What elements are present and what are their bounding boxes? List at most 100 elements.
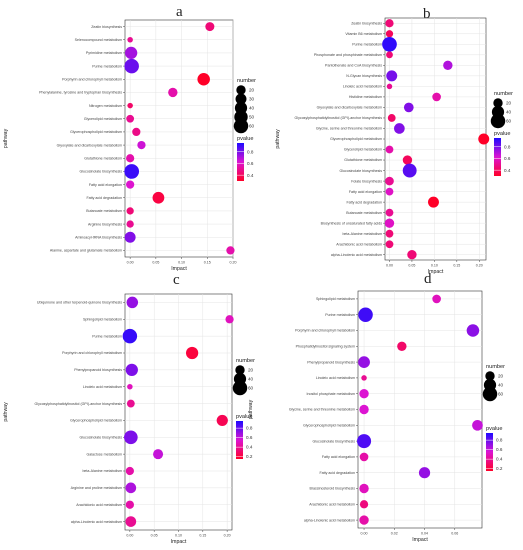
y-tick-label: Glycine, serine and threonine metabolism	[289, 408, 355, 412]
legend-size-label: 40	[498, 383, 504, 388]
y-tick-label: Aminoacyl-tRNA biosynthesis	[75, 235, 122, 239]
x-tick-label: 0.02	[391, 532, 398, 536]
data-point	[197, 72, 210, 86]
x-axis-title: Impact	[412, 537, 428, 543]
data-point	[384, 218, 395, 228]
y-axis-title: pathway	[3, 128, 9, 148]
data-point	[126, 399, 135, 408]
y-tick-label: Glycerolipid metabolism	[84, 117, 122, 121]
x-tick-label: 0.20	[230, 261, 237, 265]
legend-colorbar-label: 0.2	[496, 466, 503, 471]
legend-pvalue: pvalue 0.8 0.6 0.4 0.2	[236, 414, 253, 459]
y-tick-label: Alanine, aspartate and glutamate metabol…	[50, 249, 122, 253]
legend-colorbar-label: 0.2	[246, 454, 253, 459]
data-point	[122, 328, 138, 344]
data-point	[359, 483, 369, 494]
data-point	[385, 208, 394, 217]
data-point	[359, 500, 369, 509]
y-axis-title: pathway	[3, 402, 9, 422]
data-point	[137, 140, 146, 150]
data-point	[432, 294, 441, 304]
data-point	[205, 22, 215, 32]
x-tick-label: 0.10	[431, 264, 438, 268]
data-point	[432, 92, 441, 102]
legend-size-label: 20	[248, 368, 254, 373]
legend-size-label: 60	[506, 119, 512, 124]
data-point	[126, 154, 135, 163]
y-tick-label: Arachidonic acid metabolism	[309, 503, 355, 507]
x-tick-label: 0.06	[451, 532, 458, 536]
data-point	[385, 187, 394, 196]
legend-colorbar-label: 0.4	[496, 457, 503, 462]
legend-pvalue: pvalue 0.8 0.6 0.4 0.2	[486, 426, 503, 471]
legend-colorbar	[486, 433, 493, 471]
data-point	[152, 191, 165, 204]
data-point	[385, 176, 394, 186]
legend-colorbar-label: 0.4	[247, 173, 254, 178]
chart-a: 0.00 0.05 0.10 0.15 0.20 Zeatin biosynthesis S…	[3, 19, 256, 272]
data-point	[386, 51, 393, 59]
legend-number-title: number	[494, 91, 513, 97]
y-tick-label: alpha-Linolenic acid metabolism	[331, 253, 382, 257]
panel-letter-c: c	[173, 272, 180, 288]
x-tick-label: 0.20	[476, 264, 483, 268]
y-tick-label: Glycerophospholipid metabolism	[330, 137, 382, 141]
chart-b: 0.00 0.05 0.10 0.15 0.20 Zeatin biosynthesis V…	[275, 17, 513, 275]
y-tick-label: Zeatin biosynthesis	[351, 21, 382, 25]
data-point	[125, 500, 134, 509]
legend-size-label: 40	[248, 377, 254, 382]
legend-pvalue-title: pvalue	[494, 131, 510, 137]
legend-number-title: number	[236, 358, 255, 364]
chart-c: 0.00 0.05 0.10 0.15 0.20 Ubiquinone and other…	[3, 293, 255, 545]
data-point	[397, 341, 407, 351]
y-tick-label: Sphingolipid metabolism	[316, 297, 355, 301]
legend-pvalue-title: pvalue	[486, 426, 502, 432]
data-point	[385, 30, 394, 38]
data-point	[402, 155, 413, 165]
y-tick-label: Brassinosteroid biosynthesis	[309, 487, 355, 491]
y-tick-label: Arachidonic acid metabolism	[76, 503, 122, 507]
y-tick-label: Porphyrin and chlorophyll metabolism	[62, 77, 122, 81]
y-tick-label: Purine metabolism	[92, 334, 122, 338]
data-point	[394, 123, 405, 134]
legend-size-label: 50	[249, 115, 255, 120]
y-tick-label: Fatty acid elongation	[349, 190, 382, 194]
legend-size-label: 60	[498, 392, 504, 397]
x-tick-label: 0.20	[224, 534, 231, 538]
data-point	[126, 220, 134, 228]
x-tick-label: 0.05	[151, 534, 158, 538]
legend-colorbar-label: 0.8	[496, 438, 503, 443]
y-tick-label: Phenylpropanoid biosynthesis	[307, 360, 355, 364]
legend-size-marker	[233, 118, 249, 134]
legend-colorbar-label: 0.6	[246, 435, 253, 440]
y-tick-label: Vitamin B6 metabolism	[345, 32, 382, 36]
y-tick-label: Butanoate metabolism	[346, 211, 382, 215]
data-point	[132, 127, 141, 137]
data-point	[126, 296, 139, 309]
legend-size-label: 60	[248, 386, 254, 391]
x-tick-label: 0.00	[361, 532, 368, 536]
legend-size-marker	[485, 371, 495, 381]
y-tick-label: beta-Alanine metabolism	[82, 469, 122, 473]
y-tick-label: Linoleic acid metabolism	[343, 85, 382, 89]
y-tick-label: Arginine and proline metabolism	[71, 486, 122, 490]
y-tick-label: Butanoate metabolism	[86, 209, 122, 213]
legend-pvalue-title: pvalue	[237, 136, 253, 142]
data-point	[226, 246, 235, 255]
data-point	[386, 83, 393, 90]
data-point	[225, 315, 234, 324]
data-point	[168, 87, 178, 98]
y-tick-label: Fatty acid elongation	[89, 183, 122, 187]
y-tick-label: Nitrogen metabolism	[89, 104, 122, 108]
data-point	[472, 419, 483, 431]
y-tick-label: Fatty acid elongation	[322, 455, 355, 459]
y-tick-label: Glycerophospholipid metabolism	[70, 419, 122, 423]
legend-size-label: 40	[249, 106, 255, 111]
y-tick-label: Glycine, serine and threonine metabolism	[316, 127, 382, 131]
data-point	[402, 163, 417, 178]
x-tick-label: 0.04	[421, 532, 428, 536]
y-tick-label: alpha-Linolenic acid metabolism	[304, 518, 355, 522]
legend-colorbar	[494, 138, 501, 176]
y-tick-label: Glycosylphosphatidylinositol (GPI)-ancho…	[295, 116, 383, 120]
legend-size-label: 20	[498, 374, 504, 379]
